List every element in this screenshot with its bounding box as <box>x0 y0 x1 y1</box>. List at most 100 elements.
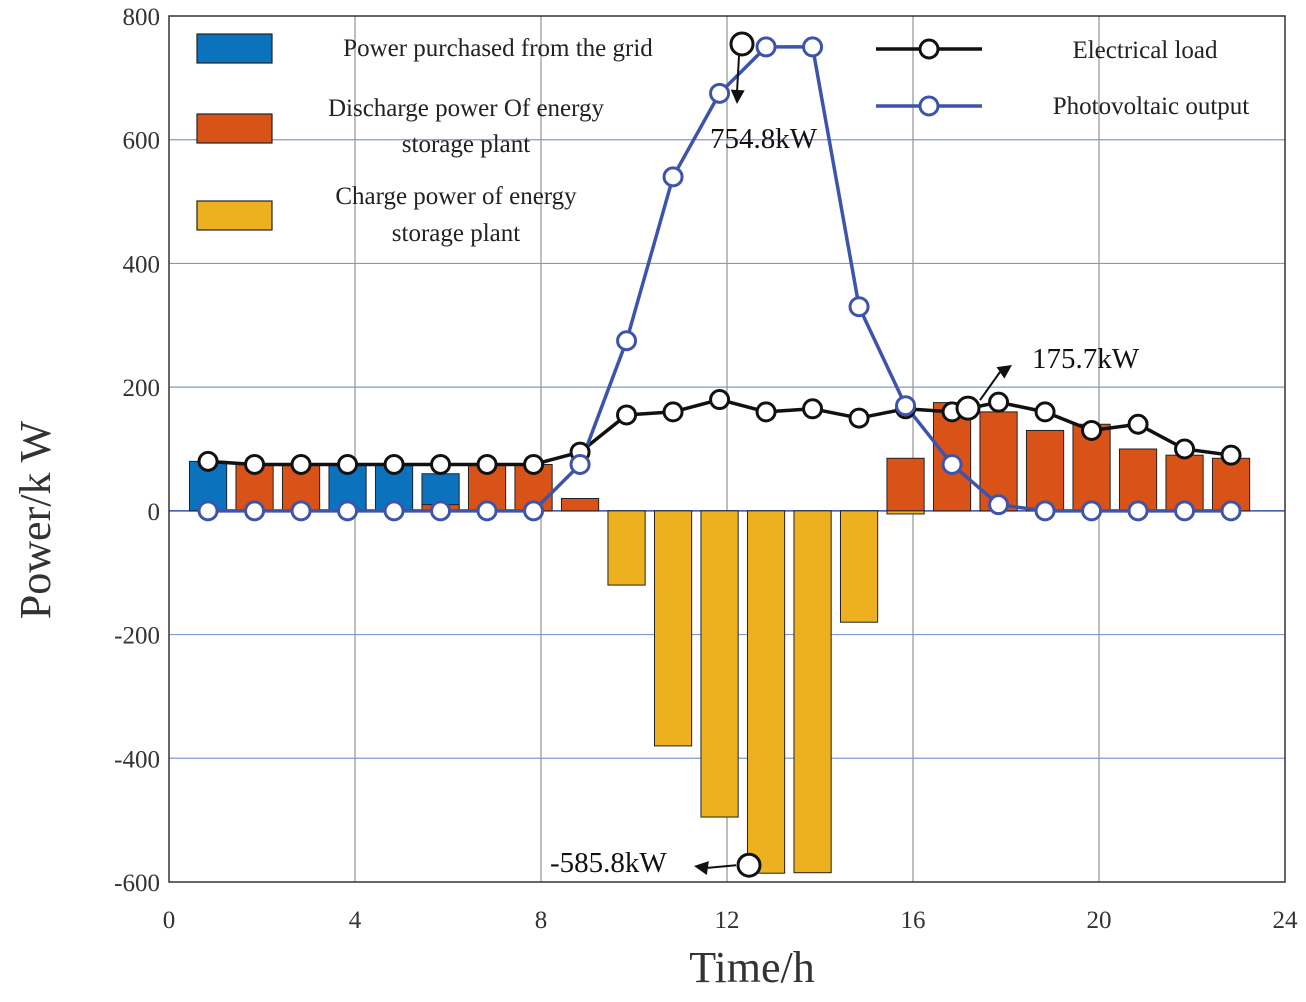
series-markers <box>197 36 1242 522</box>
legend-label: Photovoltaic output <box>1053 93 1250 120</box>
x-tick-label: 4 <box>349 907 362 934</box>
data-point <box>290 453 312 475</box>
data-point <box>383 453 405 475</box>
annotation-marker <box>955 395 981 421</box>
data-point <box>1034 500 1056 522</box>
data-point <box>848 296 870 318</box>
data-point <box>662 401 684 423</box>
annotation-arrowhead <box>996 365 1012 379</box>
data-point <box>337 453 359 475</box>
x-tick-label: 20 <box>1087 907 1112 934</box>
legend-label: Discharge power Of energy <box>328 95 605 122</box>
bar <box>700 510 739 818</box>
data-point <box>662 166 684 188</box>
data-point <box>802 36 824 58</box>
data-point <box>1081 419 1103 441</box>
data-point <box>430 453 452 475</box>
data-point <box>476 500 498 522</box>
annotation-arrowhead <box>694 861 709 876</box>
data-point <box>430 500 452 522</box>
y-tick-label: -600 <box>114 870 160 897</box>
legend-swatch <box>196 200 273 231</box>
bar <box>560 497 600 512</box>
data-point <box>523 500 545 522</box>
data-point <box>1174 500 1196 522</box>
y-tick-label: -400 <box>114 746 160 773</box>
bar <box>746 510 786 874</box>
data-point <box>383 500 405 522</box>
annotation-label: 754.8kW <box>710 123 818 155</box>
data-point <box>848 407 870 429</box>
legend: Power purchased from the grid Discharge p… <box>196 33 1250 247</box>
x-tick-label: 12 <box>715 907 740 934</box>
annotation-arrowhead <box>730 89 745 104</box>
bar <box>886 510 925 515</box>
annotations: 754.8kW 175.7kW -585.8kW <box>550 31 1140 879</box>
legend-label: Power purchased from the grid <box>343 35 653 62</box>
data-point <box>1034 401 1056 423</box>
annotation-marker <box>729 31 755 57</box>
legend-swatch <box>196 113 273 144</box>
data-point <box>895 395 917 417</box>
data-point <box>755 401 777 423</box>
data-point <box>244 453 266 475</box>
data-point <box>941 453 963 475</box>
x-tick-label: 24 <box>1273 907 1299 934</box>
bar <box>793 510 832 874</box>
y-tick-label: 800 <box>123 4 161 31</box>
data-point <box>476 453 498 475</box>
annotation-marker <box>736 852 762 878</box>
y-tick-label: 600 <box>123 128 161 155</box>
legend-label: Electrical load <box>1072 37 1218 64</box>
annotation-label: 175.7kW <box>1032 343 1140 375</box>
annotation-label: -585.8kW <box>550 847 667 879</box>
bar <box>1025 429 1065 512</box>
data-point <box>1081 500 1103 522</box>
bar <box>886 457 925 512</box>
annotation-arrow <box>736 55 740 93</box>
data-point <box>755 36 777 58</box>
data-point <box>523 453 545 475</box>
data-point <box>802 398 824 420</box>
annotation-arrow <box>979 371 1001 401</box>
annotation-arrow <box>705 864 737 869</box>
data-point <box>1127 413 1149 435</box>
data-point <box>197 500 219 522</box>
data-point <box>709 389 731 411</box>
data-point <box>1174 438 1196 460</box>
tick-labels: 0 4 8 12 16 20 24 -600 -400 -200 0 200 400 600 800 <box>114 4 1298 934</box>
legend-marker <box>918 95 940 117</box>
y-axis-label: Power/k W <box>11 420 60 619</box>
x-tick-label: 16 <box>901 907 926 934</box>
bar <box>839 510 879 623</box>
y-tick-label: 200 <box>123 375 161 402</box>
data-point <box>337 500 359 522</box>
legend-label: storage plant <box>402 131 530 158</box>
legend-swatch <box>196 33 273 64</box>
y-tick-label: -200 <box>114 623 160 650</box>
y-tick-label: 0 <box>148 499 161 526</box>
x-tick-label: 0 <box>163 907 176 934</box>
data-point <box>709 82 731 104</box>
data-point <box>988 494 1010 516</box>
data-point <box>616 404 638 426</box>
x-tick-label: 8 <box>535 907 548 934</box>
data-point <box>1220 500 1242 522</box>
legend-label: Charge power of energy <box>335 183 577 210</box>
y-tick-label: 400 <box>123 251 161 278</box>
data-point <box>616 330 638 352</box>
data-point <box>290 500 312 522</box>
data-point <box>1220 444 1242 466</box>
x-axis-label: Time/h <box>689 943 815 992</box>
bar <box>653 510 693 747</box>
data-point <box>569 453 591 475</box>
data-point <box>244 500 266 522</box>
data-point <box>197 450 219 472</box>
data-point <box>1127 500 1149 522</box>
plot-frame <box>168 15 1286 883</box>
legend-marker <box>918 38 940 60</box>
bar <box>607 510 646 586</box>
legend-label: storage plant <box>392 220 520 247</box>
data-point <box>988 391 1010 413</box>
